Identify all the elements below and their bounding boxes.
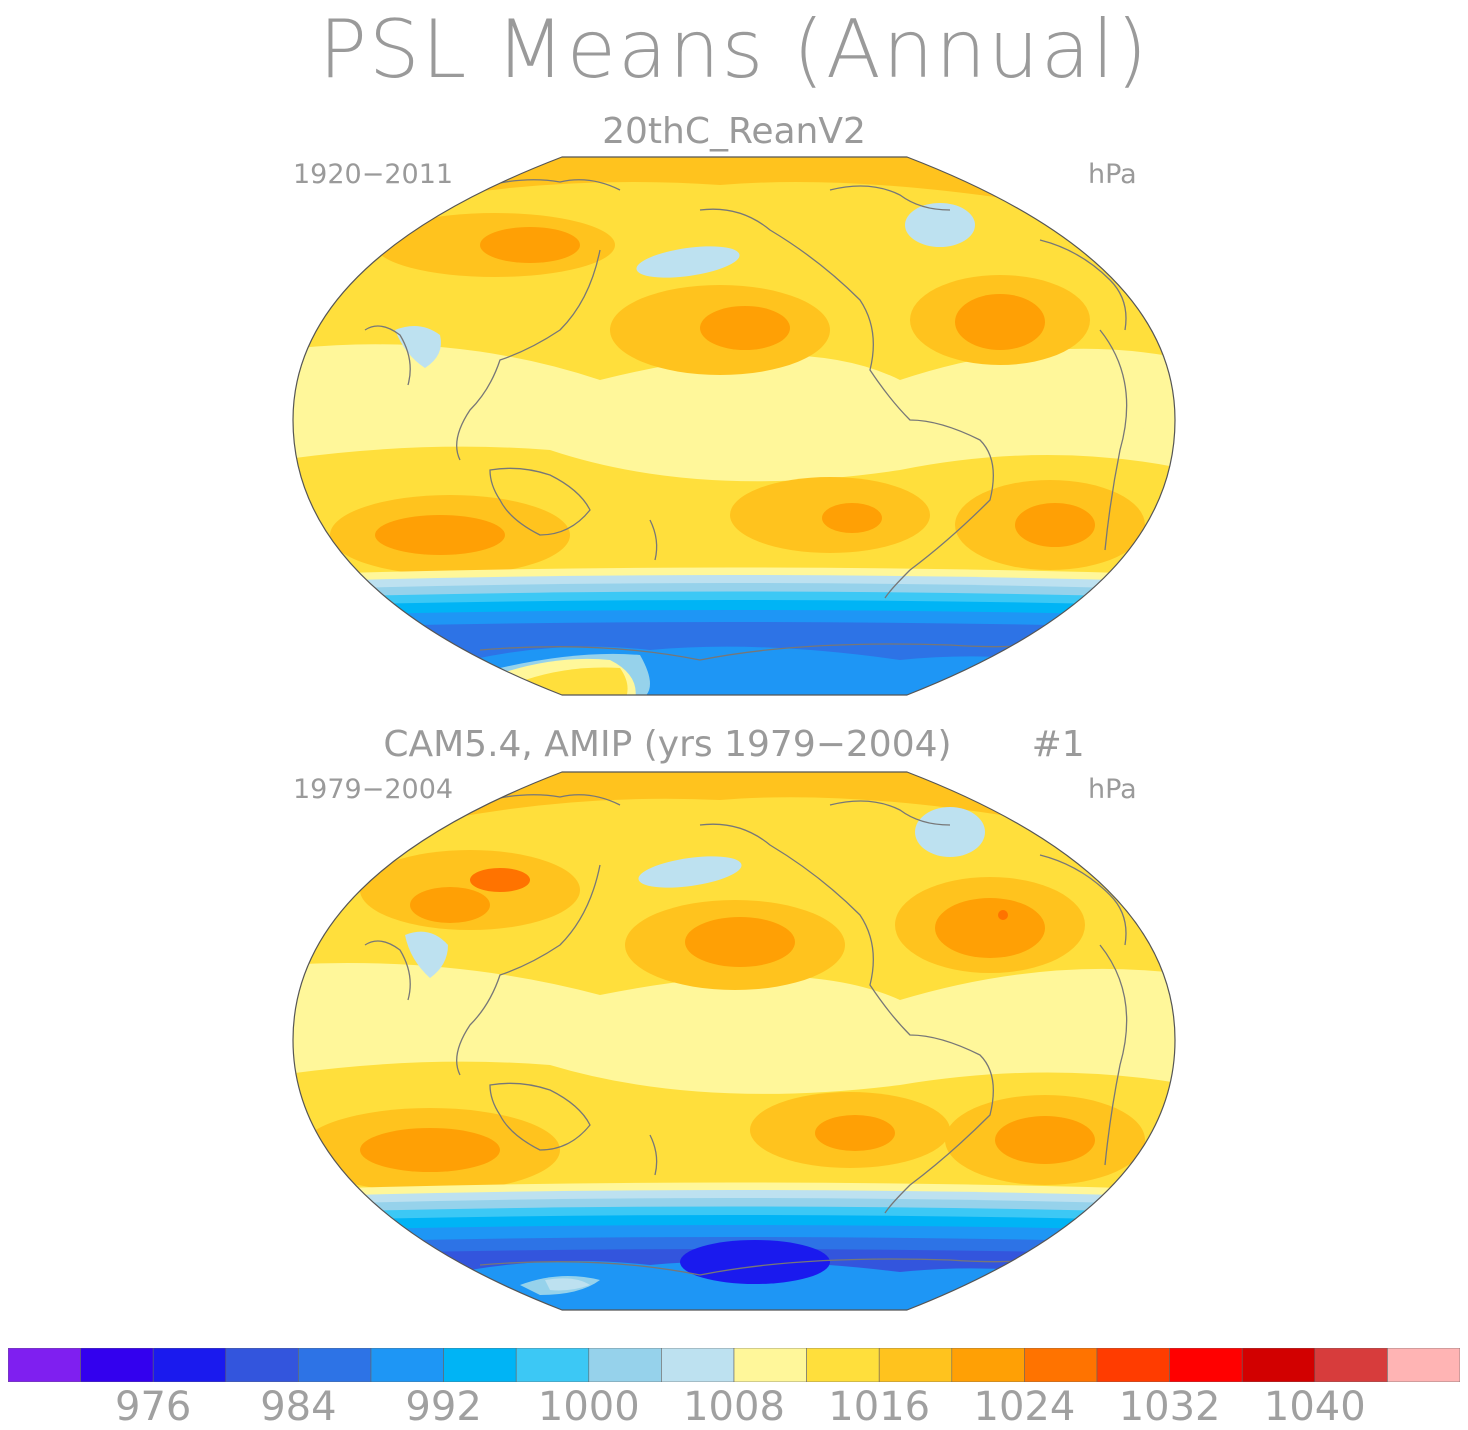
panel-2-map [292,771,1176,1311]
colorbar-swatch [370,1348,444,1382]
colorbar-swatch [588,1348,662,1382]
panel-2-title: CAM5.4, AMIP (yrs 1979−2004) #1 [0,725,1468,765]
colorbar-swatch [661,1348,735,1382]
colorbar-swatch [1096,1348,1170,1382]
colorbar-tick-label: 1040 [1263,1384,1366,1430]
colorbar-swatch [806,1348,880,1382]
panel-2-name: CAM5.4, AMIP (yrs 1979−2004) [383,724,952,765]
colorbar-swatch [1169,1348,1243,1382]
panel-1-years: 1920−2011 [293,159,454,190]
colorbar-tick-label: 976 [115,1384,192,1430]
panel-2-map-outline [292,771,1176,1311]
panel-1-map [292,156,1176,696]
colorbar-swatch [1241,1348,1316,1382]
colorbar-swatch [80,1348,154,1382]
colorbar-tick-label: 984 [260,1384,337,1430]
panel-2-coastlines [364,794,1128,1276]
colorbar-swatch [443,1348,517,1382]
colorbar-swatch [1314,1348,1388,1382]
panel-1-map-outline [292,156,1176,696]
colorbar-swatch [733,1348,807,1382]
colorbar-swatch [1387,1348,1460,1382]
colorbar-swatch [225,1348,299,1382]
colorbar-tick-label: 1032 [1118,1384,1221,1430]
panel-2-run: #1 [1031,724,1085,765]
panel-1-units: hPa [1088,159,1137,190]
panel-1-field [293,157,1175,695]
colorbar-swatch [951,1348,1025,1382]
colorbar-tick-label: 1008 [683,1384,785,1430]
colorbar-swatch [152,1348,227,1382]
colorbar [8,1348,1460,1382]
panel-2-units: hPa [1088,774,1137,805]
colorbar-tick-label: 1000 [537,1384,640,1430]
colorbar-tick-label: 1016 [828,1384,931,1430]
panel-1-coastlines [364,179,1128,661]
colorbar-tick-label: 1024 [973,1384,1076,1430]
colorbar-tick-label: 992 [405,1384,482,1430]
panel-2-years: 1979−2004 [293,774,454,805]
colorbar-swatch [515,1348,590,1382]
colorbar-swatch [878,1348,953,1382]
main-title: PSL Means (Annual) [318,3,1150,96]
colorbar-swatch [298,1348,372,1382]
colorbar-swatch [1024,1348,1098,1382]
panel-2-field [293,772,1175,1310]
colorbar-swatch [8,1348,81,1382]
panel-1-title: 20thC_ReanV2 [602,111,866,152]
